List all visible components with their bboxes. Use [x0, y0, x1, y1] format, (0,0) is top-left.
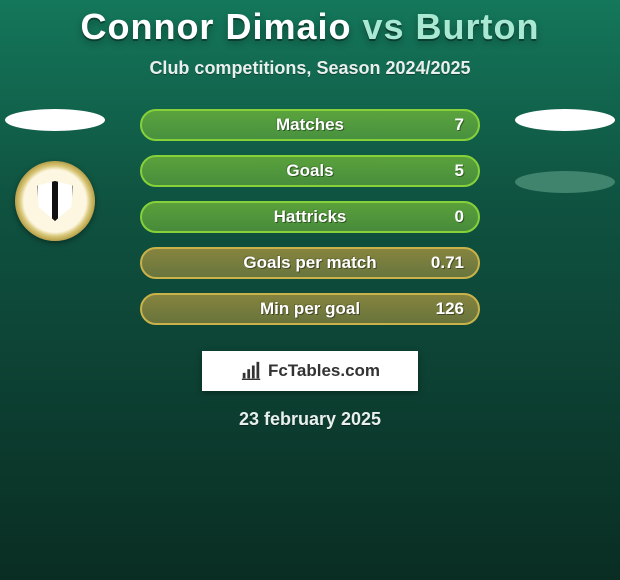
date-text: 23 february 2025: [0, 409, 620, 430]
stat-label: Min per goal: [142, 299, 478, 319]
right-ellipse-top: [515, 109, 615, 131]
title-vs: vs: [362, 6, 404, 47]
stat-value: 126: [436, 299, 464, 319]
stat-value: 0.71: [431, 253, 464, 273]
stat-bar: Goals per match0.71: [140, 247, 480, 279]
crest-stripe: [52, 181, 58, 221]
right-ellipse-bottom: [515, 171, 615, 193]
stat-value: 7: [455, 115, 464, 135]
subtitle: Club competitions, Season 2024/2025: [0, 58, 620, 79]
left-side: [0, 109, 110, 241]
stat-bars: Matches7Goals5Hattricks0Goals per match0…: [140, 109, 480, 325]
title-player: Connor Dimaio: [80, 6, 351, 47]
stat-label: Hattricks: [142, 207, 478, 227]
right-side: [510, 109, 620, 193]
stat-bar: Min per goal126: [140, 293, 480, 325]
left-ellipse: [5, 109, 105, 131]
club-crest: [15, 161, 95, 241]
bar-chart-icon: [240, 360, 262, 382]
crest-shield: [37, 181, 73, 221]
title-opponent: Burton: [416, 6, 540, 47]
logo-box: FcTables.com: [202, 351, 418, 391]
stat-value: 0: [455, 207, 464, 227]
stat-label: Matches: [142, 115, 478, 135]
stat-bar: Goals5: [140, 155, 480, 187]
page-title: Connor Dimaio vs Burton: [0, 6, 620, 48]
logo-text: FcTables.com: [268, 361, 380, 381]
stat-label: Goals: [142, 161, 478, 181]
content-area: Matches7Goals5Hattricks0Goals per match0…: [0, 109, 620, 430]
stat-bar: Hattricks0: [140, 201, 480, 233]
stat-value: 5: [455, 161, 464, 181]
stat-label: Goals per match: [142, 253, 478, 273]
stat-bar: Matches7: [140, 109, 480, 141]
